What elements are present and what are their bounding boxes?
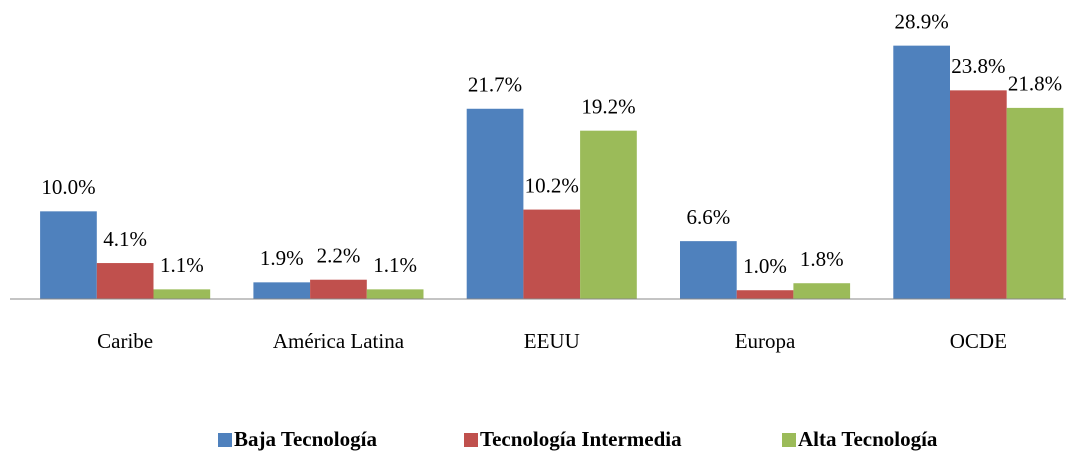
data-label: 1.8% [800, 247, 844, 271]
legend: Baja Tecnología Tecnología Intermedia Alta… [218, 427, 938, 451]
bar [253, 282, 311, 299]
bar [580, 130, 637, 299]
bar [310, 279, 367, 299]
bar [523, 209, 581, 299]
legend-swatch [464, 433, 478, 447]
legend-label: Tecnología Intermedia [480, 427, 682, 451]
bar [736, 290, 794, 299]
data-label: 4.1% [103, 227, 147, 251]
bar [153, 289, 211, 299]
x-tick-label: América Latina [273, 329, 405, 353]
data-label: 28.9% [895, 9, 949, 33]
legend-swatch [218, 433, 232, 447]
x-tick-label: EEUU [524, 329, 580, 353]
data-label: 19.2% [581, 94, 635, 118]
data-label: 1.9% [260, 246, 304, 270]
x-tick-label: Caribe [97, 329, 153, 353]
data-label: 10.2% [525, 173, 579, 197]
data-label: 1.1% [373, 253, 417, 277]
data-label: 21.7% [468, 73, 522, 97]
data-label: 1.1% [160, 253, 204, 277]
bar [793, 283, 851, 299]
x-tick-label: Europa [735, 329, 796, 353]
bar [950, 90, 1007, 299]
bar [40, 211, 97, 299]
data-label: 1.0% [743, 254, 787, 278]
legend-label: Alta Tecnología [798, 427, 938, 451]
data-label: 23.8% [951, 54, 1005, 78]
x-tick-label: OCDE [950, 329, 1007, 353]
data-label: 2.2% [317, 244, 361, 268]
bar [893, 45, 950, 299]
legend-swatch [782, 433, 796, 447]
bar [366, 289, 424, 299]
bar [1006, 107, 1064, 300]
bar [96, 263, 154, 299]
data-label: 6.6% [686, 205, 730, 229]
data-label: 10.0% [41, 175, 95, 199]
data-label: 21.8% [1008, 72, 1062, 96]
bar [466, 108, 524, 299]
legend-label: Baja Tecnología [234, 427, 377, 451]
bar [680, 241, 737, 299]
